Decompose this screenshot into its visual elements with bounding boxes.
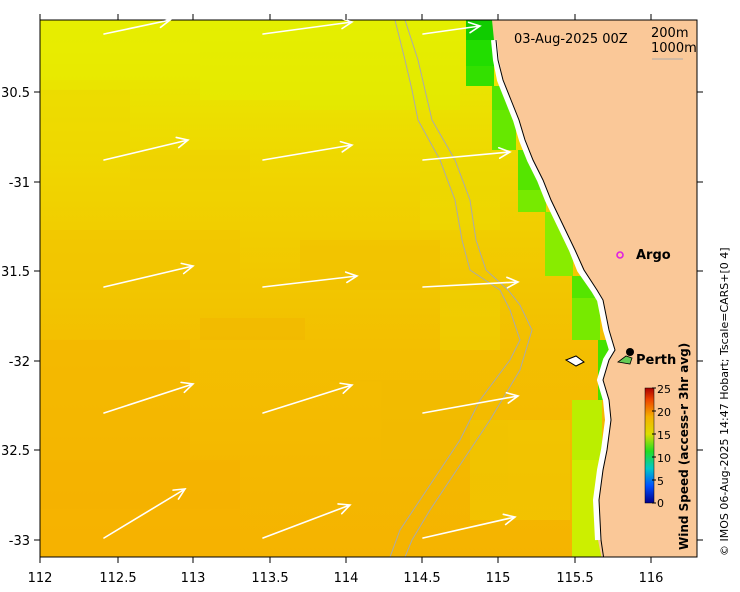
wind-vector-arrow bbox=[103, 16, 172, 35]
x-tick-label: 115.5 bbox=[556, 571, 593, 586]
wind-vector-arrow bbox=[422, 146, 512, 161]
colorbar-tick-label: 15 bbox=[657, 429, 671, 442]
wind-vector-arrow bbox=[103, 136, 190, 161]
wind-speed-cells bbox=[40, 20, 570, 557]
argo-marker-icon bbox=[616, 251, 624, 259]
wind-vector-arrow bbox=[262, 17, 354, 35]
colorbar-tick-label: 0 bbox=[657, 497, 664, 510]
colorbar-tick-label: 25 bbox=[657, 383, 671, 396]
place-argo: Argo bbox=[616, 248, 671, 263]
wind-vector-arrow bbox=[422, 513, 517, 539]
perth-label: Perth bbox=[636, 353, 676, 368]
wind-vector-arrow bbox=[262, 503, 352, 539]
y-tick-label: -33 bbox=[9, 534, 30, 549]
x-tick-label: 113 bbox=[181, 571, 206, 586]
x-axis-labels: 112 112.5 113 113.5 114 114.5 115 115.5 … bbox=[28, 571, 664, 586]
coastline-black bbox=[495, 39, 616, 557]
wind-vector-arrow bbox=[262, 271, 359, 288]
place-perth: Perth bbox=[617, 348, 676, 368]
y-tick-label: -32 bbox=[9, 355, 30, 370]
isobath-lines bbox=[389, 20, 533, 557]
isobath-1000m-label: 1000m bbox=[651, 41, 697, 56]
x-tick-label: 116 bbox=[639, 571, 664, 586]
y-tick-label: 31.5 bbox=[1, 265, 30, 280]
plot-frame bbox=[39, 19, 698, 558]
y-tick-label: 30.5 bbox=[1, 86, 30, 101]
x-tick-label: 113.5 bbox=[251, 571, 288, 586]
wind-vector-arrow bbox=[422, 276, 520, 289]
x-tick-label: 112.5 bbox=[99, 571, 136, 586]
x-tick-label: 115 bbox=[486, 571, 511, 586]
isobath-legend: 200m 1000m bbox=[651, 26, 697, 60]
x-tick-label: 112 bbox=[28, 571, 53, 586]
wind-vector-arrow bbox=[262, 140, 354, 161]
coastline bbox=[491, 39, 616, 541]
wind-vector-arrow bbox=[422, 21, 482, 35]
wind-vector-arrow bbox=[103, 381, 195, 414]
y-axis-labels: 30.5 -31 31.5 -32 32.5 -33 bbox=[1, 86, 30, 549]
colorbar: 25 20 15 10 5 0 Wind Speed (access-r 3hr… bbox=[644, 343, 691, 550]
wind-vector-arrow bbox=[262, 382, 354, 414]
y-tick-label: -31 bbox=[9, 176, 30, 191]
colorbar-title: Wind Speed (access-r 3hr avg) bbox=[677, 343, 691, 550]
x-tick-label: 114 bbox=[334, 571, 359, 586]
coastal-strip bbox=[466, 20, 612, 557]
timestamp-label: 03-Aug-2025 00Z bbox=[514, 32, 628, 47]
isobath-200m-label: 200m bbox=[651, 26, 688, 41]
credit-text: © IMOS 06-Aug-2025 14:47 Hobart; Tscale=… bbox=[718, 247, 731, 556]
river-icon bbox=[617, 355, 633, 365]
colorbar-tick-label: 10 bbox=[657, 452, 671, 465]
argo-label: Argo bbox=[636, 248, 671, 263]
axis-ticks bbox=[34, 14, 703, 563]
perth-marker-icon bbox=[626, 348, 634, 356]
wind-vector-arrow bbox=[422, 391, 520, 414]
wind-vectors bbox=[103, 16, 520, 539]
y-tick-label: 32.5 bbox=[1, 444, 30, 459]
wind-vector-arrow bbox=[103, 262, 195, 288]
colorbar-gradient bbox=[644, 387, 655, 504]
colorbar-tick-label: 5 bbox=[657, 475, 664, 488]
island bbox=[564, 355, 585, 367]
colorbar-tick-label: 20 bbox=[657, 406, 671, 419]
wind-vector-arrow bbox=[103, 488, 187, 539]
x-tick-label: 114.5 bbox=[403, 571, 440, 586]
